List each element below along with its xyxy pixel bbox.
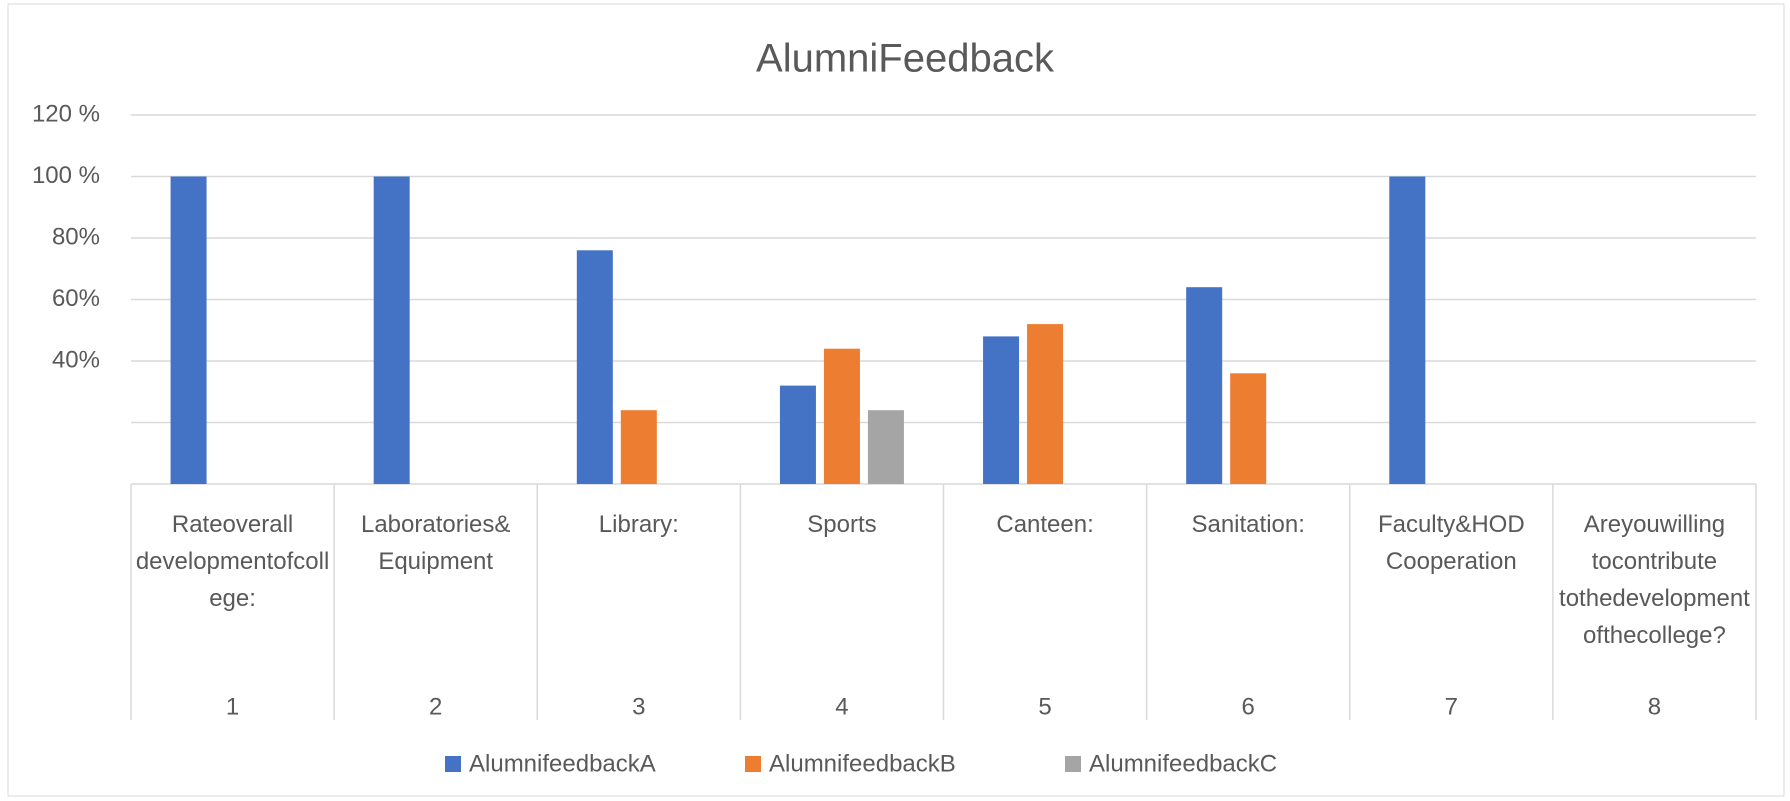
x-tick-label: 2 [429, 693, 442, 720]
legend-swatch [1065, 756, 1081, 772]
bar [1389, 176, 1426, 484]
bar [779, 385, 816, 484]
y-tick-label: 80% [52, 223, 100, 250]
x-tick-label: 7 [1445, 693, 1458, 720]
x-tick-label: 8 [1648, 693, 1661, 720]
y-tick-label: 120 % [32, 100, 100, 127]
bar [170, 176, 207, 484]
bar [983, 336, 1020, 484]
x-tick-label: 1 [226, 693, 239, 720]
category-label: Library: [598, 511, 679, 538]
bar [1027, 324, 1064, 484]
bar [576, 250, 613, 484]
category-label: Sports [807, 511, 877, 538]
bar [373, 176, 410, 484]
y-tick-label: 100 % [32, 162, 100, 189]
legend-label: AlumnifeedbackB [769, 750, 956, 777]
category-label: Laboratories& Equipment [360, 511, 511, 575]
legend-swatch [445, 756, 461, 772]
bar [823, 348, 860, 484]
legend-label: AlumnifeedbackC [1089, 750, 1277, 777]
x-tick-label: 6 [1242, 693, 1255, 720]
category-label: Sanitation: [1191, 511, 1305, 538]
chart-border [7, 3, 1785, 797]
category-label: Faculty&HOD Cooperation [1377, 511, 1525, 575]
bar [1230, 373, 1267, 484]
category-label: Rateoverall developmentofcollege: [135, 511, 330, 612]
chart-title: AlumniFeedback [756, 37, 1055, 81]
legend-label: AlumnifeedbackA [469, 750, 656, 777]
x-tick-label: 4 [835, 693, 848, 720]
bar [620, 410, 657, 484]
y-tick-label: 60% [52, 285, 100, 312]
x-tick-label: 3 [632, 693, 645, 720]
category-label: Areyouwilling tocontribute tothedevelopm… [1559, 511, 1750, 649]
category-label: Canteen: [996, 511, 1094, 538]
y-tick-label: 40% [52, 346, 100, 373]
bar [867, 410, 904, 484]
bar [1186, 287, 1223, 484]
x-tick-label: 5 [1038, 693, 1051, 720]
legend-swatch [745, 756, 761, 772]
